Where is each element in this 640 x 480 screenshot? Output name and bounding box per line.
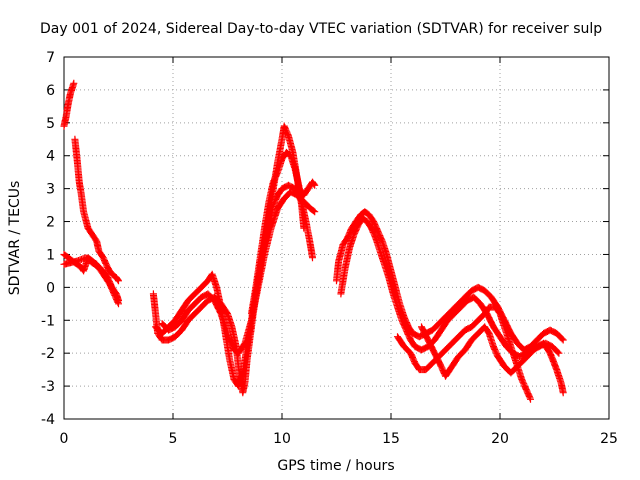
y-tick-label: 7 [46, 50, 55, 66]
x-tick-label: 15 [382, 431, 400, 447]
scatter-markers [71, 135, 122, 285]
y-tick-label: -1 [41, 313, 55, 329]
x-tick-label: 25 [600, 431, 618, 447]
y-tick-label: 5 [46, 116, 55, 132]
y-axis-ticks: -4 -3 -2 -1 0 1 2 3 4 5 6 7 [41, 50, 609, 428]
x-tick-label: 5 [169, 431, 178, 447]
series-t4 [60, 254, 122, 304]
series-t6 [152, 181, 316, 390]
scatter-markers [60, 79, 78, 130]
chart-title: Day 001 of 2024, Sidereal Day-to-day VTE… [40, 21, 602, 37]
y-tick-label: 3 [46, 182, 55, 198]
y-tick-label: 2 [46, 215, 55, 231]
y-tick-label: 0 [46, 280, 55, 296]
scatter-markers [394, 303, 534, 403]
y-axis-label: SDTVAR / TECUs [7, 181, 23, 296]
series-t8 [248, 148, 319, 318]
x-tick-label: 0 [60, 431, 69, 447]
series-t1 [60, 79, 78, 130]
scatter-markers [333, 208, 567, 354]
data-marks [60, 79, 567, 403]
x-tick-label: 20 [491, 431, 509, 447]
y-tick-label: -2 [41, 346, 55, 362]
scatter-markers [418, 323, 567, 397]
y-tick-label: 1 [46, 247, 55, 263]
y-tick-label: 6 [46, 83, 55, 99]
scatter-markers [248, 148, 319, 318]
scatter-markers [60, 254, 122, 304]
y-tick-label: -4 [41, 412, 55, 428]
series-t9 [333, 208, 567, 354]
scatter-markers [152, 181, 316, 390]
plot-frame [63, 56, 610, 420]
series-t12 [418, 323, 567, 397]
x-axis-ticks: 0 5 10 15 20 25 [60, 57, 618, 447]
y-tick-label: -3 [41, 379, 55, 395]
grid [64, 57, 609, 419]
y-tick-label: 4 [46, 149, 55, 165]
series-t2 [71, 135, 122, 285]
x-axis-label: GPS time / hours [277, 458, 394, 474]
x-tick-label: 10 [273, 431, 291, 447]
series-t11 [394, 303, 534, 403]
